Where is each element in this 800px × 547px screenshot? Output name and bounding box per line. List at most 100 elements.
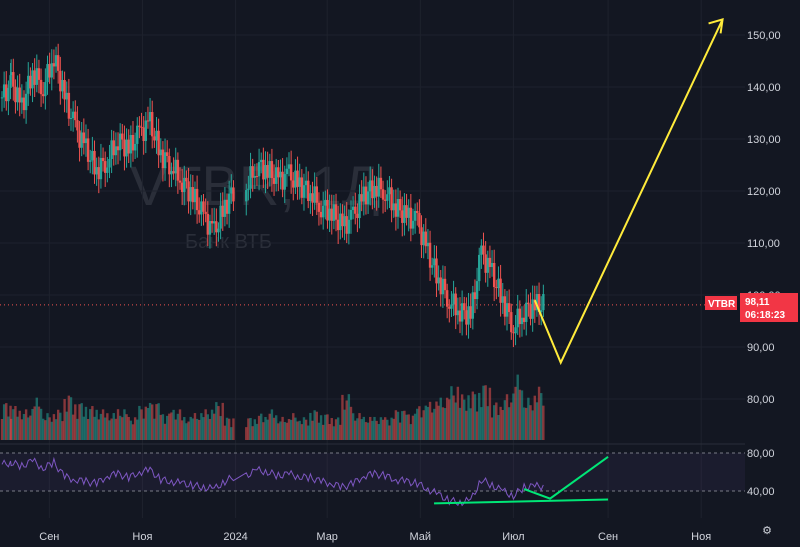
candle-body[interactable] xyxy=(345,216,348,234)
candle-body[interactable] xyxy=(313,186,316,203)
candle-body[interactable] xyxy=(61,79,64,92)
candle-body[interactable] xyxy=(125,139,128,157)
candle-body[interactable] xyxy=(403,205,406,223)
candle-body[interactable] xyxy=(334,204,338,220)
candle-body[interactable] xyxy=(409,207,413,229)
candle-body[interactable] xyxy=(448,306,451,309)
candle-body[interactable] xyxy=(272,178,276,184)
candle-body[interactable] xyxy=(416,210,419,213)
candle-body[interactable] xyxy=(208,221,212,235)
candle-body[interactable] xyxy=(324,199,327,206)
candle-body[interactable] xyxy=(193,188,197,203)
candle-body[interactable] xyxy=(420,227,423,246)
candle-body[interactable] xyxy=(525,302,528,322)
candle-body[interactable] xyxy=(29,75,32,89)
candle-body[interactable] xyxy=(95,167,98,175)
candle-body[interactable] xyxy=(253,176,257,178)
candle-body[interactable] xyxy=(114,146,118,156)
candle-body[interactable] xyxy=(202,201,205,212)
candle-body[interactable] xyxy=(180,182,184,193)
candle-body[interactable] xyxy=(469,306,472,319)
candle-body[interactable] xyxy=(460,303,464,322)
candle-body[interactable] xyxy=(475,281,479,300)
candle-body[interactable] xyxy=(106,167,109,173)
candle-body[interactable] xyxy=(266,165,269,178)
candle-body[interactable] xyxy=(336,219,340,231)
candle-body[interactable] xyxy=(501,296,504,303)
candle-body[interactable] xyxy=(505,303,509,317)
candle-body[interactable] xyxy=(170,171,173,175)
candle-body[interactable] xyxy=(358,194,361,219)
candle-body[interactable] xyxy=(497,278,500,289)
candle-body[interactable] xyxy=(101,157,105,162)
candle-body[interactable] xyxy=(304,180,308,186)
candle-body[interactable] xyxy=(268,161,271,178)
candle-body[interactable] xyxy=(341,213,344,227)
candle-body[interactable] xyxy=(347,219,351,234)
candle-body[interactable] xyxy=(317,202,321,212)
candle-body[interactable] xyxy=(386,194,389,201)
candle-body[interactable] xyxy=(465,310,468,325)
candle-body[interactable] xyxy=(540,310,543,313)
candle-body[interactable] xyxy=(454,293,457,316)
candle-body[interactable] xyxy=(375,185,378,197)
candle-body[interactable] xyxy=(16,87,19,103)
candle-body[interactable] xyxy=(405,205,408,218)
candle-body[interactable] xyxy=(7,87,10,102)
candle-body[interactable] xyxy=(31,70,34,89)
candle-body[interactable] xyxy=(311,193,314,203)
candle-body[interactable] xyxy=(176,159,180,181)
candle-body[interactable] xyxy=(443,278,447,291)
candle-body[interactable] xyxy=(373,185,376,199)
candle-body[interactable] xyxy=(140,126,143,128)
candle-body[interactable] xyxy=(482,245,485,255)
candle-body[interactable] xyxy=(144,120,148,141)
candle-body[interactable] xyxy=(407,207,410,218)
candle-body[interactable] xyxy=(394,203,398,217)
candle-body[interactable] xyxy=(527,302,530,305)
candle-body[interactable] xyxy=(418,212,421,228)
candle-body[interactable] xyxy=(151,112,154,137)
candle-body[interactable] xyxy=(18,87,21,103)
candle-body[interactable] xyxy=(174,159,177,174)
candle-body[interactable] xyxy=(97,167,100,180)
candle-body[interactable] xyxy=(315,186,318,203)
candle-body[interactable] xyxy=(131,134,135,151)
candle-body[interactable] xyxy=(298,177,301,187)
candle-body[interactable] xyxy=(514,327,517,334)
candle-body[interactable] xyxy=(148,112,152,122)
candle-body[interactable] xyxy=(14,86,17,103)
candle-body[interactable] xyxy=(413,210,417,221)
candle-body[interactable] xyxy=(431,265,434,268)
candle-body[interactable] xyxy=(354,206,357,214)
candle-body[interactable] xyxy=(146,120,150,122)
candle-body[interactable] xyxy=(463,303,466,311)
candle-body[interactable] xyxy=(185,177,188,182)
candle-body[interactable] xyxy=(377,177,380,197)
candle-body[interactable] xyxy=(52,63,56,67)
candle-body[interactable] xyxy=(227,193,231,214)
candle-body[interactable] xyxy=(136,125,139,144)
candle-body[interactable] xyxy=(292,180,295,188)
candle-body[interactable] xyxy=(200,201,203,215)
candle-body[interactable] xyxy=(39,79,43,95)
candle-body[interactable] xyxy=(165,152,169,156)
candle-body[interactable] xyxy=(309,193,312,201)
candle-body[interactable] xyxy=(187,181,190,202)
candle-body[interactable] xyxy=(37,68,41,80)
candle-body[interactable] xyxy=(255,176,259,178)
candle-body[interactable] xyxy=(349,209,353,220)
candle-body[interactable] xyxy=(439,277,442,295)
candle-body[interactable] xyxy=(351,206,355,210)
candle-body[interactable] xyxy=(249,166,252,189)
candle-body[interactable] xyxy=(486,257,489,273)
candle-body[interactable] xyxy=(204,211,207,214)
candle-body[interactable] xyxy=(281,171,284,190)
candle-body[interactable] xyxy=(219,205,222,229)
candle-body[interactable] xyxy=(369,180,372,192)
annotation-lines[interactable] xyxy=(434,18,724,505)
candle-body[interactable] xyxy=(91,150,94,161)
candle-body[interactable] xyxy=(339,213,342,231)
candle-body[interactable] xyxy=(488,257,492,268)
candle-body[interactable] xyxy=(172,171,175,174)
